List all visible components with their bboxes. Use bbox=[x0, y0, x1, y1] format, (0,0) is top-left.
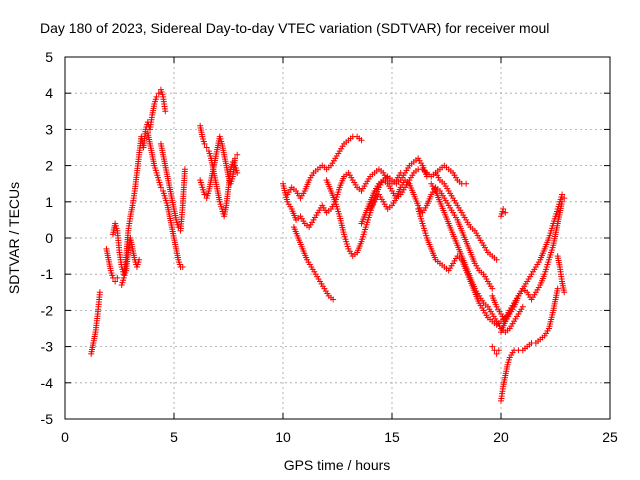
data-point bbox=[181, 166, 188, 173]
y-tick-label: -4 bbox=[41, 375, 54, 391]
x-tick-label: 25 bbox=[602, 429, 618, 445]
data-point bbox=[561, 289, 568, 296]
data-point bbox=[96, 289, 103, 296]
data-point bbox=[232, 155, 239, 162]
data-point bbox=[561, 195, 568, 202]
y-tick-label: -5 bbox=[41, 411, 54, 427]
data-point bbox=[162, 108, 169, 115]
data-point bbox=[153, 93, 160, 100]
y-tick-label: 0 bbox=[45, 230, 53, 246]
x-tick-label: 10 bbox=[275, 429, 291, 445]
data-point bbox=[489, 285, 496, 292]
data-point bbox=[519, 303, 526, 310]
x-axis-label: GPS time / hours bbox=[284, 457, 391, 473]
chart-title: Day 180 of 2023, Sidereal Day-to-day VTE… bbox=[40, 20, 549, 36]
y-tick-label: 4 bbox=[45, 85, 53, 101]
x-tick-label: 5 bbox=[170, 429, 178, 445]
y-tick-label: -1 bbox=[41, 266, 54, 282]
x-tick-labels: 0 5 10 15 20 25 bbox=[61, 429, 618, 445]
data-point bbox=[463, 180, 470, 187]
grid-lines bbox=[65, 57, 610, 419]
data-points bbox=[88, 86, 568, 404]
data-point bbox=[234, 169, 241, 176]
data-point bbox=[201, 191, 208, 198]
y-tick-label: 1 bbox=[45, 194, 53, 210]
axis-ticks bbox=[64, 56, 611, 420]
data-point bbox=[500, 206, 507, 213]
data-point bbox=[155, 90, 162, 97]
data-point bbox=[358, 137, 365, 144]
data-point bbox=[112, 278, 119, 285]
y-tick-labels: -5 -4 -3 -2 -1 0 1 2 3 4 5 bbox=[41, 49, 54, 427]
data-point bbox=[157, 184, 164, 191]
data-point bbox=[495, 347, 502, 354]
y-tick-label: 5 bbox=[45, 49, 53, 65]
data-point bbox=[114, 274, 121, 281]
x-tick-label: 15 bbox=[384, 429, 400, 445]
data-point bbox=[179, 263, 186, 270]
y-tick-label: -2 bbox=[41, 302, 54, 318]
data-point bbox=[201, 140, 208, 147]
data-point bbox=[136, 256, 143, 263]
data-point bbox=[234, 151, 241, 158]
y-tick-label: -3 bbox=[41, 339, 54, 355]
y-axis-label: SDTVAR / TECUs bbox=[6, 182, 22, 294]
y-tick-label: 2 bbox=[45, 158, 53, 174]
data-point bbox=[554, 285, 561, 292]
data-point bbox=[330, 296, 337, 303]
data-point bbox=[493, 256, 500, 263]
data-point bbox=[203, 144, 210, 151]
x-tick-label: 0 bbox=[61, 429, 69, 445]
data-point bbox=[559, 191, 566, 198]
data-point bbox=[502, 209, 509, 216]
data-point bbox=[489, 343, 496, 350]
x-tick-label: 20 bbox=[493, 429, 509, 445]
data-point bbox=[493, 350, 500, 357]
y-tick-label: 3 bbox=[45, 121, 53, 137]
